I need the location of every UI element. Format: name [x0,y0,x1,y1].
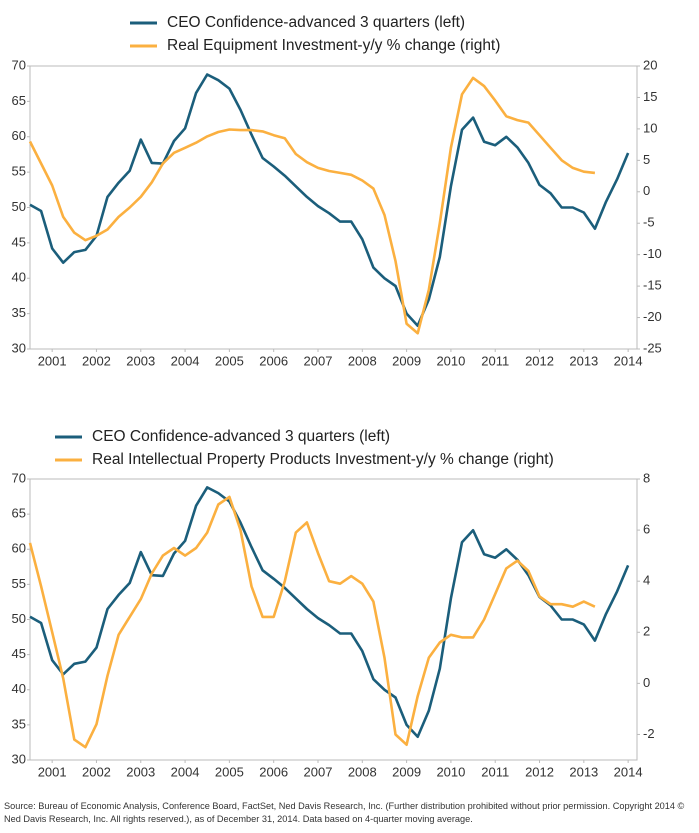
y2-tick-label: -25 [643,340,662,355]
y2-tick-label: -2 [643,726,655,741]
y-tick-label: 65 [12,506,26,521]
y2-tick-label: -5 [643,215,655,230]
x-tick-label: 2012 [525,353,554,368]
x-tick-label: 2004 [171,764,200,779]
x-tick-label: 2010 [436,353,465,368]
y2-tick-label: -20 [643,309,662,324]
x-tick-label: 2007 [304,353,333,368]
x-tick-label: 2005 [215,353,244,368]
y2-tick-label: 10 [643,120,657,135]
y-tick-label: 65 [12,93,26,108]
x-tick-label: 2007 [304,764,333,779]
y2-tick-label: 0 [643,675,650,690]
y2-tick-label: 15 [643,89,657,104]
y-tick-label: 40 [12,681,26,696]
x-tick-label: 2004 [171,353,200,368]
x-tick-label: 2009 [392,353,421,368]
x-tick-label: 2012 [525,764,554,779]
charts: 303540455055606570-25-20-15-10-505101520… [12,14,662,779]
legend-label: CEO Confidence-advanced 3 quarters (left… [167,14,465,31]
y2-tick-label: 20 [643,57,657,72]
x-tick-label: 2011 [481,764,509,779]
x-tick-label: 2001 [38,353,67,368]
y-tick-label: 45 [12,234,26,249]
y-tick-label: 60 [12,128,26,143]
y2-tick-label: 2 [643,624,650,639]
y2-tick-label: 5 [643,152,650,167]
x-tick-label: 2008 [348,353,377,368]
y-tick-label: 70 [12,57,26,72]
x-tick-label: 2013 [569,764,598,779]
y-tick-label: 35 [12,305,26,320]
x-tick-label: 2002 [82,353,111,368]
y2-tick-label: 6 [643,522,650,537]
legend-label: CEO Confidence-advanced 3 quarters (left… [92,428,390,445]
y-tick-label: 50 [12,199,26,214]
x-tick-label: 2006 [259,353,288,368]
x-tick-label: 2009 [392,764,421,779]
y-tick-label: 45 [12,646,26,661]
footnote: Source: Bureau of Economic Analysis, Con… [4,801,685,824]
x-tick-label: 2013 [569,353,598,368]
y-tick-label: 35 [12,716,26,731]
x-tick-label: 2010 [436,764,465,779]
x-tick-label: 2003 [126,764,155,779]
y-tick-label: 50 [12,611,26,626]
y-tick-label: 30 [12,751,26,766]
plot-frame [29,65,638,350]
legend-label: Real Intellectual Property Products Inve… [92,451,554,468]
x-tick-label: 2002 [82,764,111,779]
y-tick-label: 30 [12,340,26,355]
y-tick-label: 55 [12,576,26,591]
x-tick-label: 2008 [348,764,377,779]
y2-tick-label: 4 [643,573,650,588]
y2-tick-label: 0 [643,183,650,198]
y-tick-label: 70 [12,470,26,485]
legend-label: Real Equipment Investment-y/y % change (… [167,37,500,54]
x-tick-label: 2006 [259,764,288,779]
y2-tick-label: 8 [643,470,650,485]
y-tick-label: 55 [12,164,26,179]
y2-tick-label: -15 [643,278,662,293]
y-tick-label: 40 [12,270,26,285]
series-line [28,495,596,749]
x-tick-label: 2005 [215,764,244,779]
y-tick-label: 60 [12,541,26,556]
series-line [28,76,596,335]
x-tick-label: 2001 [38,764,67,779]
series-line [29,486,630,739]
x-tick-label: 2014 [614,353,643,368]
x-tick-label: 2011 [481,353,509,368]
plot-frame [29,478,638,761]
x-tick-label: 2014 [614,764,643,779]
y2-tick-label: -10 [643,246,662,261]
x-tick-label: 2003 [126,353,155,368]
series-line [29,73,630,327]
